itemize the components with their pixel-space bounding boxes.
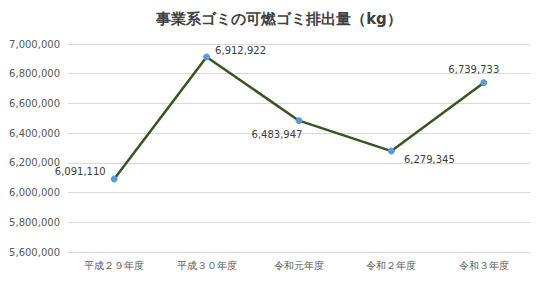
- svg-text:事業系ゴミの可燃ゴミ排出量（kg）: 事業系ゴミの可燃ゴミ排出量（kg）: [155, 10, 402, 28]
- svg-text:5,600,000: 5,600,000: [9, 247, 60, 258]
- svg-text:7,000,000: 7,000,000: [9, 39, 60, 50]
- svg-text:令和２年度: 令和２年度: [366, 260, 416, 271]
- svg-text:令和３年度: 令和３年度: [459, 260, 509, 271]
- svg-text:6,800,000: 6,800,000: [9, 68, 60, 79]
- svg-text:6,912,922: 6,912,922: [215, 45, 266, 56]
- svg-text:平成３０年度: 平成３０年度: [177, 260, 237, 271]
- svg-text:5,800,000: 5,800,000: [9, 217, 60, 228]
- svg-text:6,000,000: 6,000,000: [9, 187, 60, 198]
- svg-text:6,200,000: 6,200,000: [9, 157, 60, 168]
- svg-text:6,279,345: 6,279,345: [404, 154, 455, 165]
- svg-text:6,091,110: 6,091,110: [55, 166, 106, 177]
- svg-text:令和元年度: 令和元年度: [274, 260, 324, 271]
- svg-text:6,739,733: 6,739,733: [448, 64, 499, 75]
- svg-text:6,400,000: 6,400,000: [9, 128, 60, 139]
- svg-text:平成２９年度: 平成２９年度: [84, 260, 144, 271]
- svg-text:6,600,000: 6,600,000: [9, 98, 60, 109]
- svg-text:6,483,947: 6,483,947: [252, 129, 303, 140]
